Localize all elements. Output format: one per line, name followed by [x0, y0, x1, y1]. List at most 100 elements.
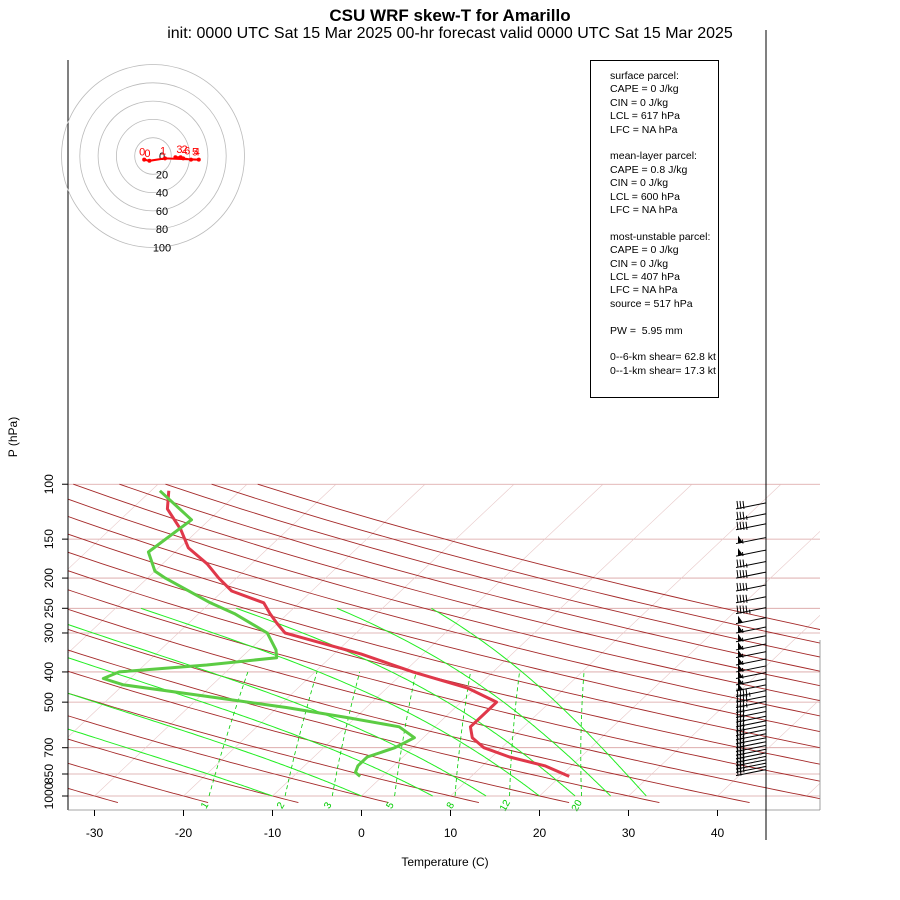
moist-adiabat — [431, 607, 647, 797]
wind-barb-flag — [742, 559, 745, 568]
dry-adiabat — [68, 670, 570, 804]
hodograph-ring-label: 100 — [153, 243, 171, 255]
wind-barb-half-flag — [742, 667, 744, 672]
wind-barb-flag — [742, 694, 745, 703]
wind-barb-flag — [742, 511, 745, 520]
wind-barb-flag — [739, 699, 742, 708]
mixing-ratio-label: 20 — [570, 798, 585, 814]
chart-subtitle: init: 0000 UTC Sat 15 Mar 2025 00-hr for… — [167, 25, 733, 42]
dry-adiabat — [68, 787, 119, 804]
hodograph-point-label: 1 — [160, 145, 166, 157]
moist-adiabat — [236, 607, 576, 797]
wind-barb-flag — [745, 605, 748, 614]
wind-barb — [735, 688, 767, 698]
mixing-ratio-line — [454, 671, 471, 797]
wind-barb — [735, 582, 767, 592]
dewpoint-profile — [101, 489, 416, 778]
wind-barb-flag — [739, 704, 742, 713]
isotherm-line — [94, 484, 426, 797]
sounding-profiles — [101, 489, 570, 778]
mixing-ratio-label: 2 — [275, 800, 288, 811]
moist-adiabat — [68, 728, 273, 797]
wind-barb — [735, 521, 767, 531]
mixing-ratio-label: 3 — [322, 800, 335, 811]
dry-adiabat — [257, 483, 820, 630]
shear-0-1km: 0--1-km shear= 17.3 kt — [610, 364, 716, 377]
isotherm-line — [806, 782, 820, 797]
wind-barb-flag — [739, 605, 742, 614]
wind-barb-pennant — [738, 676, 743, 685]
y-tick-label: 1000 — [42, 782, 56, 809]
moist-adiabats — [68, 607, 647, 797]
isotherm-line — [68, 484, 248, 654]
dry-adiabat — [68, 570, 820, 765]
wind-barb-half-flag — [742, 539, 744, 544]
hodograph-point — [142, 157, 147, 162]
isotherm-line — [361, 484, 693, 797]
moist-adiabat — [140, 607, 540, 797]
wind-barb-flag — [736, 709, 739, 718]
y-tick-label: 700 — [42, 737, 56, 757]
wind-barb-flag — [745, 570, 748, 579]
wind-barb — [735, 535, 767, 545]
chart-title: CSU WRF skew-T for Amarillo — [329, 6, 571, 25]
wind-barb — [735, 709, 767, 718]
hodograph-ring-label: 0 — [159, 151, 165, 163]
wind-barb — [735, 641, 767, 651]
hodograph-ring — [134, 137, 172, 175]
wind-barb-flag — [742, 761, 745, 770]
wind-barb-pennant — [738, 656, 743, 665]
precipitable-water: PW = 5.95 mm — [610, 324, 683, 337]
dry-adiabat — [68, 551, 820, 749]
hodograph-point-label: 5 — [192, 147, 198, 159]
wind-barb-flag — [745, 694, 748, 703]
wind-barb — [735, 670, 767, 680]
dry-adiabat — [0, 484, 28, 802]
dry-adiabat — [68, 533, 820, 733]
wind-barb-half-flag — [743, 768, 745, 773]
wind-barb-pennant — [738, 682, 743, 691]
wind-barb-flag — [742, 699, 745, 708]
mean-layer-cin: CIN = 0 J/kg — [610, 177, 669, 190]
wind-barb-flag — [739, 500, 742, 509]
isotherm-line — [539, 530, 820, 797]
most-unstable-cape: CAPE = 0 J/kg — [610, 244, 679, 257]
wind-barb-flag — [742, 605, 745, 614]
hodograph-point — [173, 155, 178, 160]
surface-parcel-header: surface parcel: — [610, 70, 679, 82]
hodograph-point-label: 4 — [194, 147, 200, 159]
isotherm-line — [68, 484, 159, 570]
temperature-profile — [165, 490, 570, 778]
wind-barb-pennant — [738, 641, 743, 650]
wind-barb-pennant — [738, 535, 743, 544]
hodograph-ring-label: 40 — [156, 188, 168, 200]
wind-barb — [735, 605, 767, 615]
y-tick-label: 400 — [42, 662, 56, 682]
dry-adiabat — [68, 589, 820, 782]
wind-barb-flag — [742, 723, 745, 732]
hodograph-ring-label: 80 — [156, 224, 168, 236]
wind-barb — [735, 676, 767, 686]
isobar-grid — [68, 483, 820, 797]
wind-barb — [735, 570, 767, 579]
wind-barb-flag — [736, 582, 739, 592]
moist-adiabat — [68, 657, 433, 797]
x-tick-label: 20 — [533, 826, 547, 840]
axes: 1 2 3 5 8 12 201001502002503004005007008501000… — [42, 30, 821, 840]
mean-layer-lfc: LFC = NA hPa — [610, 204, 678, 217]
isotherm-line — [183, 484, 515, 797]
wind-barb — [735, 624, 767, 634]
most-unstable-source: source = 517 hPa — [610, 297, 693, 310]
parcel-info-box: surface parcel: CAPE = 0 J/kg CIN = 0 J/… — [590, 60, 719, 398]
most-unstable-cin: CIN = 0 J/kg — [610, 257, 669, 270]
wind-barb-flag — [736, 521, 739, 530]
wind-barb-half-flag — [749, 609, 751, 614]
wind-barb — [735, 718, 767, 728]
wind-barb-half-flag — [746, 515, 748, 520]
wind-barb-flag — [736, 559, 739, 568]
isotherm-line — [272, 484, 604, 797]
dry-adiabat — [68, 649, 660, 804]
hodograph-point — [189, 157, 193, 162]
mean-layer-cape: CAPE = 0.8 J/kg — [610, 163, 688, 176]
